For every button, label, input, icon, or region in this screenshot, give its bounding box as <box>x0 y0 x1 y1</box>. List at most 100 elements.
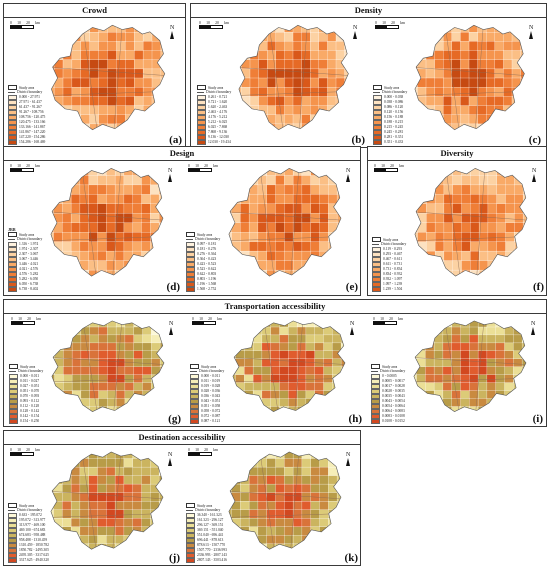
map-cell <box>319 483 329 494</box>
map-cell <box>319 184 329 195</box>
map-cell <box>443 50 453 61</box>
map-cell <box>231 518 241 528</box>
map-cell <box>284 222 294 233</box>
map-cell <box>496 184 506 195</box>
legend-class: 696.441 - 878.613 <box>186 538 227 543</box>
map-cell <box>133 342 143 352</box>
map-cell <box>160 68 165 79</box>
map-cell <box>328 535 338 545</box>
map-cell <box>252 406 263 412</box>
map-cell <box>413 382 417 392</box>
map-cell <box>98 334 108 344</box>
map-cell <box>54 334 64 344</box>
map-cell <box>414 96 418 107</box>
map-cell <box>425 41 436 51</box>
study-area-outline <box>51 320 165 412</box>
map-cell <box>53 543 63 550</box>
map-cell <box>50 175 54 186</box>
map-cell <box>107 358 117 368</box>
map-cell <box>123 543 134 550</box>
map-cell <box>249 96 260 107</box>
district-boundary-line <box>444 25 460 130</box>
map-cell <box>478 269 489 277</box>
map-cell <box>305 358 316 368</box>
map-cell <box>62 213 72 224</box>
map-cell <box>417 96 427 107</box>
map-cell <box>62 466 72 477</box>
legend-district-boundary: District boundary <box>8 90 45 95</box>
district-boundary-line <box>50 490 163 500</box>
legend-class: 0.245 - 0.281 <box>373 130 407 135</box>
map-cell <box>124 342 135 352</box>
map-cell <box>426 213 436 224</box>
map-cell <box>328 213 338 224</box>
map-cell <box>97 492 107 502</box>
map-cell <box>235 398 245 407</box>
map-cell <box>279 390 289 400</box>
map-cell <box>443 123 453 130</box>
map-cell <box>231 458 241 468</box>
map-cell <box>284 77 294 88</box>
map-cell <box>284 32 294 42</box>
map-cell <box>319 492 329 502</box>
map-cell <box>123 269 134 277</box>
map-cell <box>344 123 349 130</box>
map-cell <box>258 25 268 33</box>
choropleth-map <box>414 24 525 131</box>
map-cell <box>344 59 349 70</box>
map-cell <box>443 232 454 243</box>
map-cell <box>107 326 117 336</box>
district-boundary-line <box>294 320 304 412</box>
map-cell <box>142 50 153 61</box>
map-cell <box>228 168 232 176</box>
map-cell <box>319 526 329 536</box>
map-cell <box>442 382 453 392</box>
map-cell <box>150 269 160 277</box>
map-cell <box>301 68 311 79</box>
map-cell <box>151 25 162 33</box>
map-cell <box>296 342 307 352</box>
map-cell <box>62 114 73 125</box>
map-cell <box>416 398 426 407</box>
map-cell <box>50 466 54 477</box>
map-cell <box>151 350 161 360</box>
map-cell <box>305 326 316 336</box>
map-cell <box>284 50 294 61</box>
legend-class: 0.154 - 0.250 <box>9 419 43 424</box>
map-cell <box>460 50 470 61</box>
map-cell <box>417 175 427 186</box>
map-cell <box>301 114 311 125</box>
map-cell <box>125 32 135 42</box>
map-cell <box>98 382 108 392</box>
map-cell <box>238 114 242 125</box>
map-cell <box>80 342 91 352</box>
map-cell <box>62 483 72 494</box>
map-cell <box>328 260 338 271</box>
scale-bar: 0 10 20 km <box>374 164 404 172</box>
legend-class: 147.220 - 154.286 <box>8 135 45 140</box>
map-cell <box>310 483 320 494</box>
map-cell <box>434 222 445 233</box>
map-cell <box>106 475 116 485</box>
map-cell <box>151 68 162 79</box>
map-cell <box>106 175 116 186</box>
map-cell <box>336 250 341 262</box>
map-cell <box>461 222 471 233</box>
map-cell <box>231 194 241 205</box>
map-cell <box>257 509 268 519</box>
map-cell <box>133 406 143 412</box>
map-cell <box>336 175 341 186</box>
map-cell <box>231 452 241 459</box>
map-cell <box>414 123 418 130</box>
district-boundary-line <box>228 211 341 221</box>
map-cell <box>486 41 496 51</box>
panel-title: Transportation accessibility <box>224 301 326 311</box>
map-cell <box>288 342 298 352</box>
map-cell <box>511 105 522 116</box>
map-cell <box>240 535 250 545</box>
map-cell <box>63 398 73 407</box>
map-cell <box>159 326 164 336</box>
map-cell <box>228 458 232 468</box>
map-cell <box>159 358 164 368</box>
choropleth-map <box>228 167 342 277</box>
